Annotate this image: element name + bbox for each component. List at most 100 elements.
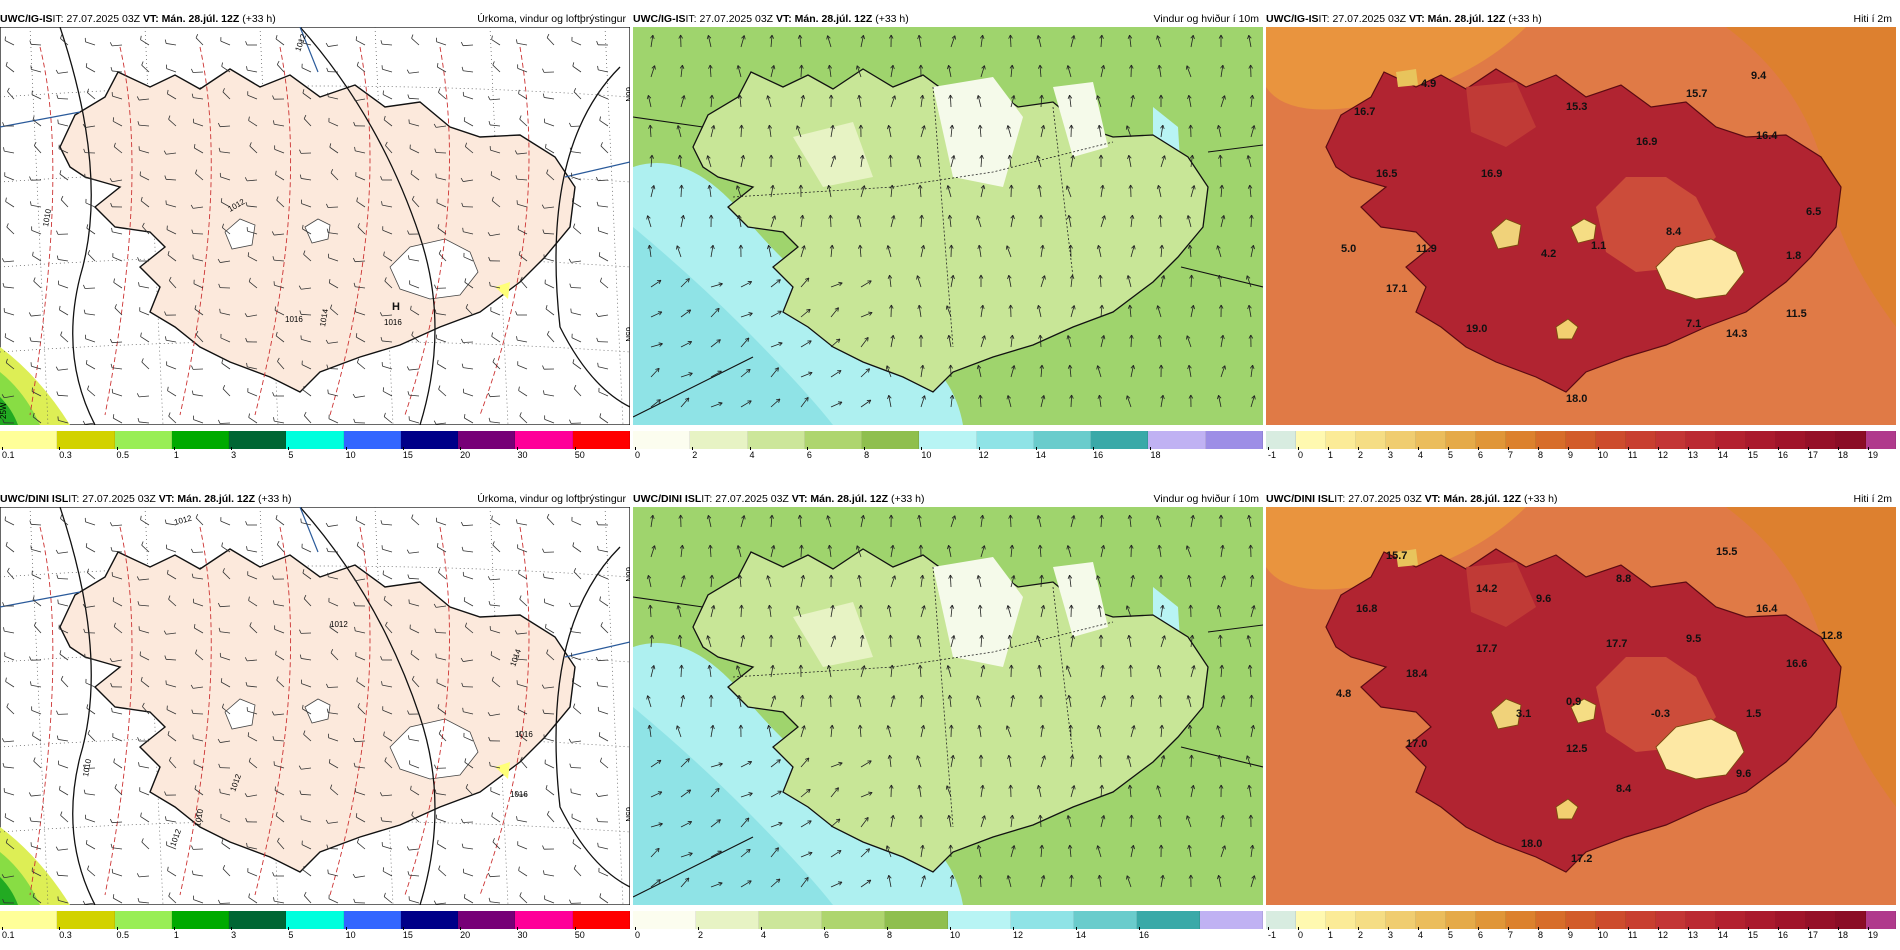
isobar [299, 27, 436, 425]
model-name: UWC/IG-IS [0, 13, 53, 25]
colorbar-swatch [515, 431, 573, 449]
valid-time: Mán. 28.júl. 12Z [177, 493, 256, 505]
sea-temperature-area [1266, 507, 1526, 590]
valid-time: Mán. 28.júl. 12Z [1427, 13, 1506, 25]
colorbar-tick-label: 0 [635, 927, 641, 940]
colorbar-tick-label: 14 [1718, 927, 1729, 940]
longitude-line [374, 507, 394, 905]
region-line [299, 27, 319, 73]
colorbar-tick-label: 15 [1748, 927, 1759, 940]
isobar [555, 66, 630, 408]
colorbar-swatch [1137, 911, 1200, 929]
colorbar-swatch [747, 431, 805, 449]
init-time: 27.07.2025 03Z [1348, 493, 1422, 505]
temperature-value: 1.5 [1746, 708, 1761, 720]
colorbar-tick-label: 2 [1358, 927, 1364, 940]
colorbar-swatch [572, 431, 630, 449]
colorbar-swatch [114, 911, 172, 929]
temperature-value: 9.6 [1536, 593, 1551, 605]
temperature-value: 16.6 [1786, 658, 1807, 670]
longitude-line [29, 507, 49, 905]
wind-arrows [646, 34, 1256, 408]
colorbar-swatch [1596, 911, 1626, 929]
temperature-value: 16.9 [1481, 168, 1502, 180]
colorbar-tick-label: 19 [1868, 447, 1879, 460]
lead-time: (+33 h) [888, 493, 925, 505]
temperature-value: 8.8 [1616, 573, 1631, 585]
colorbar-tick-label: 30 [517, 447, 528, 460]
region-boundary [932, 86, 954, 348]
colorbar-tick-label: 2 [1358, 447, 1364, 460]
calm-area [1053, 82, 1108, 157]
init-time-label: IT: [685, 13, 700, 25]
latitude-label: 65N [624, 807, 630, 822]
colorbar-tick-label: 4 [1418, 447, 1424, 460]
colorbar-swatch [1566, 431, 1596, 449]
glacier-area [304, 218, 331, 244]
temperature-isoline [29, 46, 54, 416]
temperature-value: 6.5 [1806, 206, 1821, 218]
temperature-value: 18.0 [1566, 393, 1587, 405]
colorbar-tick-label: 13 [1688, 927, 1699, 940]
region-boundary [932, 566, 954, 828]
temperature-value: 5.0 [1341, 243, 1356, 255]
colorbar-swatch [919, 431, 977, 449]
colorbar-tick-label: 5 [288, 927, 294, 940]
colorbar-tick-label: 16 [1778, 447, 1789, 460]
calm-area [933, 557, 1023, 667]
colorbar-tick-label: 20 [460, 927, 471, 940]
wind-arrows [646, 514, 1256, 888]
temperature-value: 4.2 [1541, 248, 1556, 260]
colorbar-swatch [1716, 911, 1746, 929]
high-pressure-label: H [392, 301, 400, 313]
colorbar-swatch [1506, 911, 1536, 929]
panel-header: UWC/IG-ISIT: 27.07.2025 03Z VT: Mán. 28.… [1266, 12, 1896, 26]
colorbar-swatch [1266, 911, 1296, 929]
colorbar-swatch [1566, 911, 1596, 929]
colorbar-swatch [1776, 431, 1806, 449]
temperature-value: 7.1 [1686, 318, 1701, 330]
temperature-value: 3.1 [1516, 708, 1531, 720]
colorbar-swatch [0, 911, 58, 929]
colorbar-tick-label: 9 [1568, 927, 1574, 940]
temperature-value: 15.5 [1716, 546, 1737, 558]
colorbar-swatch [1866, 911, 1896, 929]
colorbar-tick-label: 13 [1688, 447, 1699, 460]
colorbar-ticks: 0 2 4 6 8 10 12 14 16 [633, 927, 1263, 941]
colorbar-tick-label: 8 [887, 927, 893, 940]
colorbar-ticks: 0.1 0.3 0.5 1 3 5 10 15 20 30 50 [0, 447, 630, 461]
map-area: 1012 1010 1012 1014 1016 H 1016 66N 65N 25W [0, 27, 630, 425]
map-area: 4.9 16.7 15.3 15.7 9.4 16.5 16.4 16.9 16.9 6.5 8.4… [1266, 27, 1896, 425]
temperature-value: 9.5 [1686, 633, 1701, 645]
colorbar-swatch [1205, 431, 1263, 449]
lead-time: (+33 h) [1521, 493, 1558, 505]
colorbar-tick-label: 14 [1076, 927, 1087, 940]
glacier-cold-area [1570, 698, 1597, 724]
model-name: UWC/IG-IS [633, 13, 686, 25]
panel-header: UWC/IG-ISIT: 27.07.2025 03Z VT: Mán. 28.… [0, 12, 630, 26]
temperature-value: 16.9 [1636, 136, 1657, 148]
colorbar-swatch [696, 911, 759, 929]
model-name: UWC/DINI ISL [1266, 493, 1335, 505]
temperature-value: 17.1 [1386, 283, 1407, 295]
grid-line [633, 116, 704, 128]
colorbar-tick-label: 0 [1298, 447, 1304, 460]
precip-patch [0, 397, 18, 425]
colorbar-tick-label: 0 [1298, 927, 1304, 940]
temperature-isoline [29, 526, 54, 896]
colorbar-tick-label: 7 [1508, 447, 1514, 460]
colorbar-swatch [1416, 911, 1446, 929]
latitude-label: 66N [624, 567, 630, 582]
colorbar-swatch [822, 911, 885, 929]
glacier-area [224, 698, 256, 730]
colorbar [633, 431, 1263, 449]
panel-header: UWC/DINI ISLIT: 27.07.2025 03Z VT: Mán. … [0, 492, 630, 506]
colorbar-swatch [229, 431, 287, 449]
valid-time-label: VT: [1406, 13, 1428, 25]
temperature-value: 17.7 [1476, 643, 1497, 655]
isobar [59, 27, 96, 425]
colorbar-tick-label: 6 [824, 927, 830, 940]
longitude-line [374, 27, 394, 425]
panel-header: UWC/DINI ISLIT: 27.07.2025 03Z VT: Mán. … [1266, 492, 1896, 506]
colorbar-swatch [114, 431, 172, 449]
